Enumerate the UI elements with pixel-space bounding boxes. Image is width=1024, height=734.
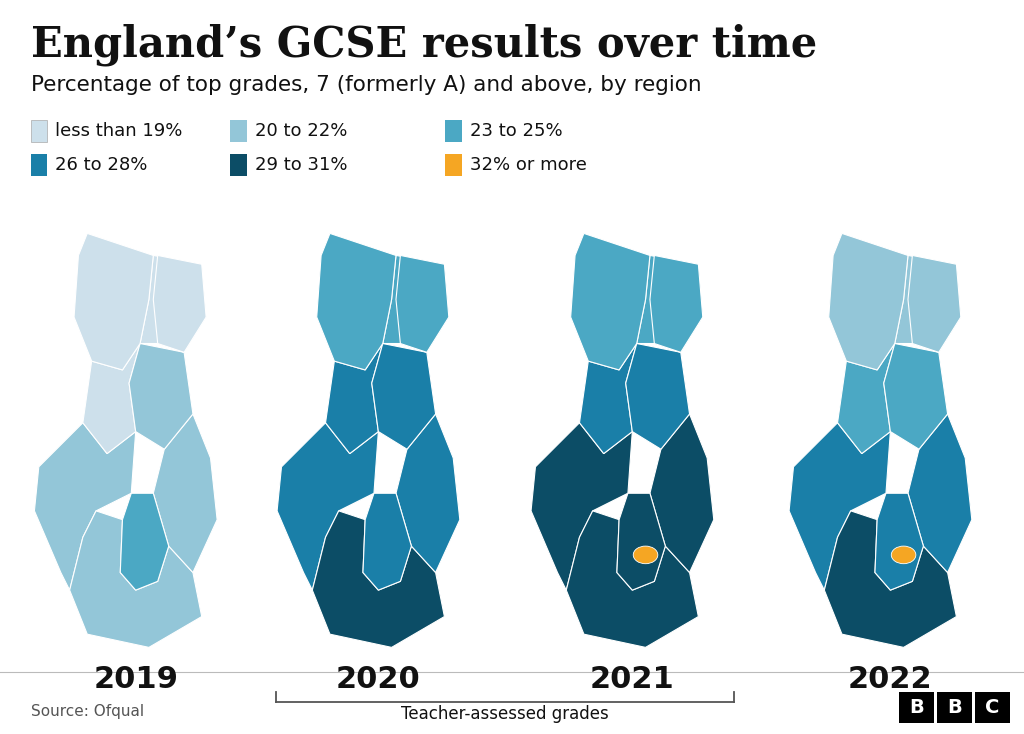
Polygon shape	[140, 255, 206, 352]
Polygon shape	[566, 511, 698, 647]
Text: 2019: 2019	[93, 665, 178, 694]
Polygon shape	[650, 255, 702, 352]
Polygon shape	[35, 423, 135, 590]
Polygon shape	[626, 344, 689, 449]
Text: 2022: 2022	[848, 665, 933, 694]
Polygon shape	[884, 344, 947, 449]
Polygon shape	[326, 344, 383, 454]
Polygon shape	[396, 414, 460, 573]
Text: England’s GCSE results over time: England’s GCSE results over time	[31, 23, 817, 66]
Polygon shape	[372, 344, 435, 449]
Text: Teacher-assessed grades: Teacher-assessed grades	[401, 705, 609, 724]
FancyBboxPatch shape	[230, 154, 247, 176]
Polygon shape	[824, 511, 956, 647]
FancyBboxPatch shape	[937, 692, 972, 723]
Polygon shape	[580, 344, 637, 454]
Polygon shape	[650, 414, 714, 573]
Polygon shape	[383, 255, 449, 352]
Polygon shape	[570, 233, 650, 370]
Polygon shape	[874, 493, 924, 590]
Polygon shape	[895, 255, 961, 352]
Text: Percentage of top grades, 7 (formerly A) and above, by region: Percentage of top grades, 7 (formerly A)…	[31, 75, 701, 95]
Text: less than 19%: less than 19%	[55, 122, 182, 139]
Polygon shape	[637, 255, 702, 352]
FancyBboxPatch shape	[230, 120, 247, 142]
Polygon shape	[316, 233, 396, 370]
Text: 29 to 31%: 29 to 31%	[255, 156, 347, 174]
Polygon shape	[616, 493, 666, 590]
Text: B: B	[909, 698, 924, 717]
Polygon shape	[790, 423, 891, 590]
Polygon shape	[908, 414, 972, 573]
Polygon shape	[154, 255, 206, 352]
Circle shape	[633, 546, 657, 564]
Polygon shape	[70, 511, 202, 647]
FancyBboxPatch shape	[899, 692, 934, 723]
Polygon shape	[828, 233, 908, 370]
Text: C: C	[985, 698, 999, 717]
Text: 32% or more: 32% or more	[470, 156, 587, 174]
FancyBboxPatch shape	[31, 120, 47, 142]
FancyBboxPatch shape	[445, 154, 462, 176]
Polygon shape	[278, 423, 379, 590]
Text: 26 to 28%: 26 to 28%	[55, 156, 147, 174]
Text: 2020: 2020	[336, 665, 421, 694]
FancyBboxPatch shape	[445, 120, 462, 142]
Text: 23 to 25%: 23 to 25%	[470, 122, 562, 139]
Text: B: B	[947, 698, 962, 717]
Polygon shape	[312, 511, 444, 647]
Polygon shape	[908, 255, 961, 352]
Polygon shape	[838, 344, 895, 454]
Polygon shape	[154, 414, 217, 573]
Polygon shape	[74, 233, 154, 370]
Polygon shape	[531, 423, 633, 590]
FancyBboxPatch shape	[975, 692, 1010, 723]
Polygon shape	[396, 255, 449, 352]
Text: 2021: 2021	[590, 665, 675, 694]
FancyBboxPatch shape	[31, 154, 47, 176]
Text: 20 to 22%: 20 to 22%	[255, 122, 347, 139]
Text: Source: Ofqual: Source: Ofqual	[31, 705, 143, 719]
Polygon shape	[120, 493, 169, 590]
Polygon shape	[362, 493, 412, 590]
Circle shape	[891, 546, 915, 564]
Polygon shape	[129, 344, 193, 449]
Polygon shape	[83, 344, 140, 454]
